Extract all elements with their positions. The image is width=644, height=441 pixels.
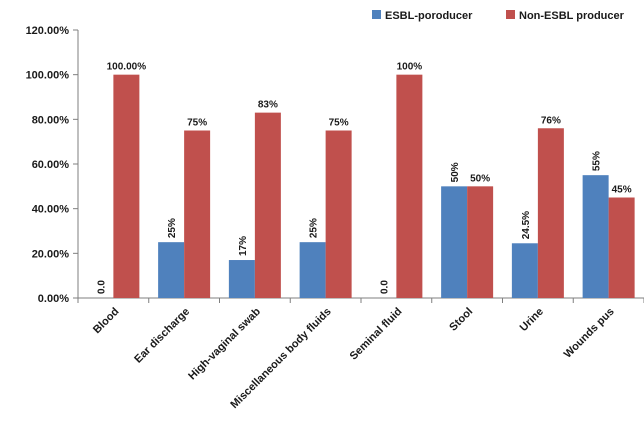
bar xyxy=(511,243,538,298)
bar xyxy=(441,186,468,298)
bar xyxy=(113,74,140,299)
bar xyxy=(537,128,564,298)
y-axis: 0.00% 20.00% 40.00% 60.00% 80.00% 100.00% 120.… xyxy=(26,25,79,305)
data-label: 100.00% xyxy=(107,62,147,73)
data-labels: 0.0 25% 17% 25% 0.0 50% 24.5% 55% 100.00% 75% 83% 7… xyxy=(96,62,631,294)
data-label: 76% xyxy=(541,115,561,126)
data-label: 100% xyxy=(397,62,423,73)
data-label: 25% xyxy=(309,218,320,238)
category-label: Wounds pus xyxy=(562,306,617,361)
bar xyxy=(299,242,326,298)
data-label: 0.0 xyxy=(379,280,390,294)
category-label: Urine xyxy=(518,306,546,334)
category-label: Ear discharge xyxy=(132,306,192,366)
category-label: Stool xyxy=(447,306,475,334)
y-tick-label: 20.00% xyxy=(32,248,70,260)
legend-label: Non-ESBL producer xyxy=(519,10,625,22)
bar xyxy=(228,260,255,298)
legend: ESBL-poroducer Non-ESBL producer xyxy=(372,10,625,22)
y-tick-label: 120.00% xyxy=(26,25,70,37)
bar xyxy=(608,197,635,298)
legend-swatch xyxy=(506,10,515,19)
data-label: 55% xyxy=(592,151,603,171)
data-label: 50% xyxy=(450,162,461,182)
data-label: 24.5% xyxy=(521,211,532,239)
bar xyxy=(184,130,211,298)
data-label: 0.0 xyxy=(96,280,107,294)
bar xyxy=(467,186,494,298)
data-label: 75% xyxy=(329,118,349,129)
category-label: Blood xyxy=(91,306,122,337)
data-label: 45% xyxy=(612,185,632,196)
category-label: High-vaginal swab xyxy=(186,305,263,382)
category-label: Seminal fluid xyxy=(348,306,405,363)
y-tick-label: 80.00% xyxy=(32,114,70,126)
legend-swatch xyxy=(372,10,381,19)
y-tick-label: 60.00% xyxy=(32,159,70,171)
y-tick-label: 40.00% xyxy=(32,204,70,216)
bar xyxy=(582,175,609,298)
y-tick-label: 100.00% xyxy=(26,70,70,82)
data-label: 75% xyxy=(187,118,207,129)
data-label: 17% xyxy=(238,236,249,256)
bar xyxy=(158,242,185,298)
bar xyxy=(254,112,281,298)
bars xyxy=(113,74,635,299)
data-label: 25% xyxy=(167,218,178,238)
bar xyxy=(396,74,423,299)
data-label: 83% xyxy=(258,100,278,111)
legend-label: ESBL-poroducer xyxy=(385,10,473,22)
bar xyxy=(325,130,352,298)
data-label: 50% xyxy=(470,173,490,184)
y-tick-label: 0.00% xyxy=(38,293,69,305)
